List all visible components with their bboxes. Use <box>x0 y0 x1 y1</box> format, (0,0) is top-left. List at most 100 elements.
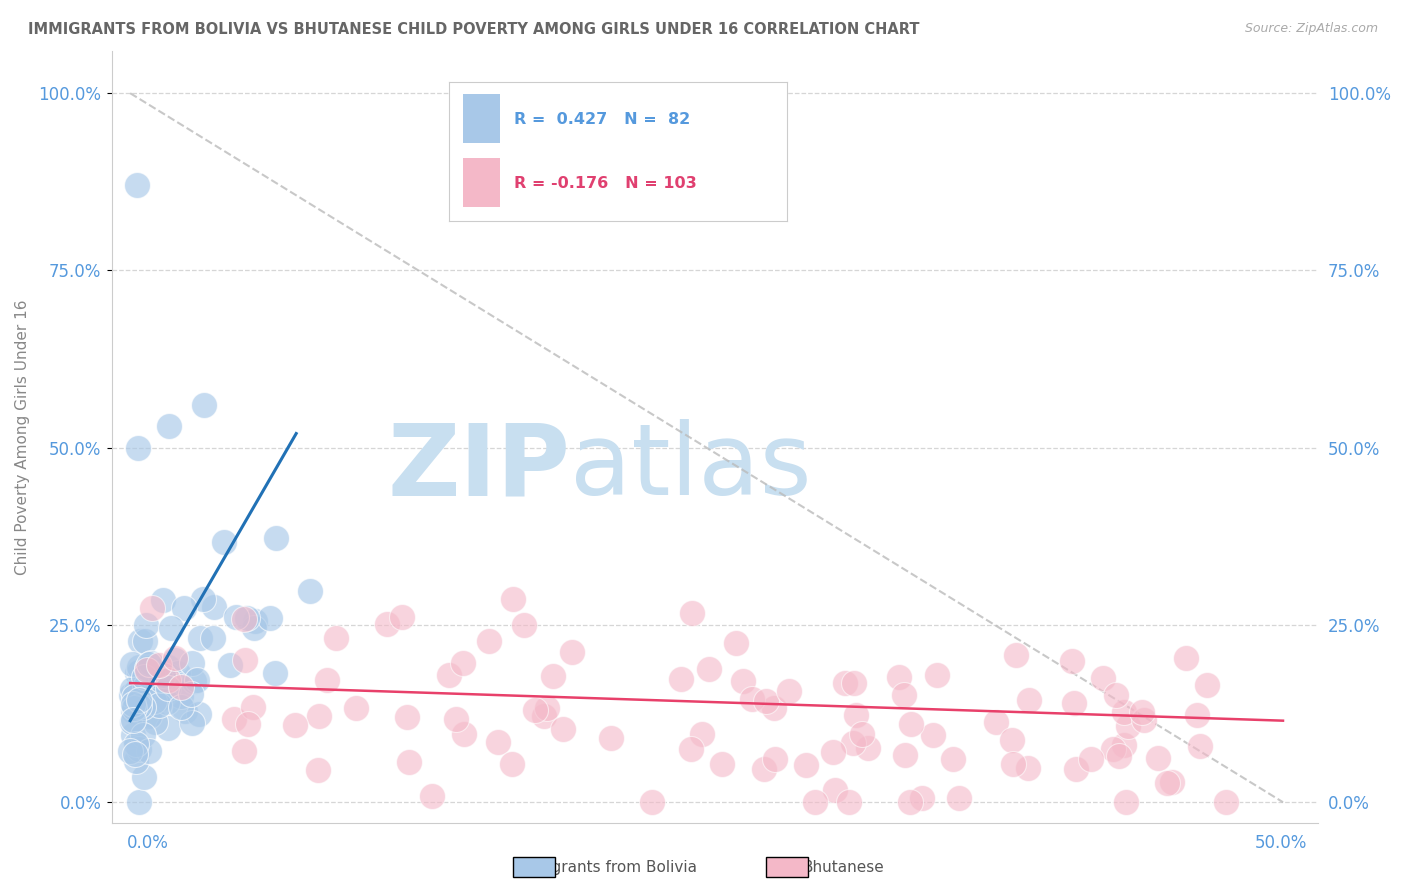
Point <box>984 714 1007 729</box>
Point <box>143 694 166 708</box>
Point <box>138 708 160 723</box>
Point <box>128 665 150 679</box>
Point <box>148 657 170 672</box>
Point <box>1189 739 1212 754</box>
Point <box>152 592 174 607</box>
Point <box>1132 713 1154 727</box>
Point <box>845 708 868 723</box>
Point <box>561 645 583 659</box>
Point <box>124 747 146 761</box>
Point <box>121 681 143 696</box>
Point <box>128 660 150 674</box>
Point <box>236 716 259 731</box>
Point <box>1005 648 1028 662</box>
Point <box>942 752 965 766</box>
Point <box>180 686 202 700</box>
Point <box>122 728 145 742</box>
Point <box>669 672 692 686</box>
Point <box>232 612 254 626</box>
Point <box>824 782 846 797</box>
Point <box>925 668 948 682</box>
Point <box>911 791 934 805</box>
Point <box>170 680 193 694</box>
Point <box>127 178 149 193</box>
Point <box>150 690 173 705</box>
Point <box>129 634 152 648</box>
Point <box>420 789 443 803</box>
Point <box>128 795 150 809</box>
Point <box>821 745 844 759</box>
Point <box>1091 671 1114 685</box>
Text: Immigrants from Bolivia: Immigrants from Bolivia <box>513 860 696 874</box>
Point <box>120 744 142 758</box>
Point <box>264 531 287 545</box>
Y-axis label: Child Poverty Among Girls Under 16: Child Poverty Among Girls Under 16 <box>15 300 30 574</box>
Point <box>128 699 150 714</box>
Point <box>124 690 146 704</box>
Point <box>188 631 211 645</box>
Point <box>134 770 156 784</box>
Point <box>1156 775 1178 789</box>
Point <box>889 670 911 684</box>
Point <box>180 716 202 731</box>
Point <box>834 676 856 690</box>
Point <box>193 398 215 412</box>
Point <box>1114 706 1136 720</box>
Point <box>284 718 307 732</box>
Point <box>124 754 146 768</box>
Point <box>1115 795 1137 809</box>
Point <box>1108 749 1130 764</box>
Point <box>128 693 150 707</box>
Point <box>1114 738 1136 752</box>
Point <box>149 673 172 687</box>
Point <box>1116 718 1139 732</box>
Point <box>138 657 160 672</box>
Point <box>681 606 703 620</box>
Point <box>157 669 180 683</box>
Point <box>121 715 143 730</box>
Point <box>502 592 524 607</box>
Point <box>893 688 915 702</box>
Point <box>842 676 865 690</box>
Point <box>157 721 180 735</box>
Point <box>122 701 145 715</box>
Point <box>134 680 156 694</box>
Point <box>755 694 778 708</box>
Point <box>243 614 266 628</box>
Point <box>533 709 555 723</box>
Point <box>804 795 827 809</box>
Point <box>135 617 157 632</box>
Point <box>148 698 170 712</box>
Point <box>1175 650 1198 665</box>
Point <box>1185 707 1208 722</box>
Point <box>444 713 467 727</box>
Point <box>173 601 195 615</box>
Text: atlas: atlas <box>569 419 811 516</box>
Text: Source: ZipAtlas.com: Source: ZipAtlas.com <box>1244 22 1378 36</box>
Text: Bhutanese: Bhutanese <box>803 860 884 874</box>
Point <box>486 735 509 749</box>
Point <box>165 651 187 665</box>
Point <box>842 736 865 750</box>
Point <box>1018 693 1040 707</box>
Point <box>299 584 322 599</box>
Point <box>325 631 347 645</box>
Point <box>513 618 536 632</box>
Point <box>159 419 181 434</box>
Point <box>763 752 786 766</box>
Point <box>858 740 880 755</box>
Point <box>437 668 460 682</box>
Point <box>1147 751 1170 765</box>
Point <box>316 673 339 687</box>
Point <box>193 592 215 607</box>
Point <box>202 599 225 614</box>
Point <box>1060 654 1083 668</box>
Point <box>152 667 174 681</box>
Point <box>710 757 733 772</box>
Point <box>125 684 148 698</box>
Point <box>131 699 153 714</box>
Point <box>187 707 209 722</box>
Text: IMMIGRANTS FROM BOLIVIA VS BHUTANESE CHILD POVERTY AMONG GIRLS UNDER 16 CORRELAT: IMMIGRANTS FROM BOLIVIA VS BHUTANESE CHI… <box>28 22 920 37</box>
Point <box>233 743 256 757</box>
Point <box>1197 678 1219 692</box>
